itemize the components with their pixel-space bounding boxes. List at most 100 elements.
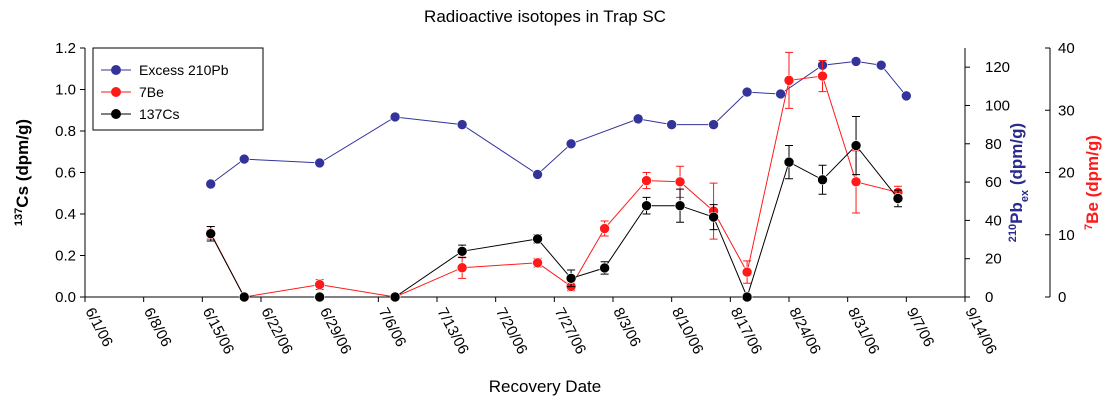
legend-marker xyxy=(111,87,121,97)
data-point xyxy=(456,119,468,130)
y2-axis-label-part: (dpm/g) xyxy=(1007,123,1026,190)
y-tick-label: 0.4 xyxy=(55,206,76,223)
x-tick-label: 7/6/06 xyxy=(375,305,410,350)
data-point xyxy=(783,156,795,168)
data-point xyxy=(666,119,677,130)
series-line xyxy=(210,75,899,298)
series-line xyxy=(210,144,899,299)
y2-axis-label-part: Pb xyxy=(1007,202,1026,224)
data-point xyxy=(875,59,887,71)
y3-tick-label: 30 xyxy=(1058,102,1075,119)
y2-axis-label-part: ex xyxy=(1019,189,1031,202)
legend-label: 7Be xyxy=(139,84,164,100)
x-tick-label: 8/10/06 xyxy=(668,305,707,357)
y3-tick-label: 40 xyxy=(1058,40,1075,57)
data-point xyxy=(817,70,828,82)
data-point xyxy=(532,169,543,180)
data-point xyxy=(741,86,753,98)
x-tick-label: 7/13/06 xyxy=(433,305,472,357)
x-tick-label: 6/1/06 xyxy=(81,305,116,350)
data-point xyxy=(641,200,652,211)
data-point xyxy=(892,193,904,204)
x-tick-label: 8/24/06 xyxy=(785,305,824,357)
legend-marker xyxy=(111,109,121,119)
data-point xyxy=(641,175,652,186)
x-tick-label: 8/31/06 xyxy=(844,305,883,357)
y3-tick-label: 20 xyxy=(1058,165,1075,182)
y3-axis-label-part: 7 xyxy=(1083,224,1095,230)
legend-label: Excess 210Pb xyxy=(139,62,229,78)
data-point xyxy=(389,111,401,123)
data-point xyxy=(314,157,325,169)
data-point xyxy=(632,113,644,125)
x-tick-label: 7/27/06 xyxy=(551,305,590,357)
x-tick-label: 6/15/06 xyxy=(199,305,238,357)
data-point xyxy=(456,246,468,257)
data-point xyxy=(708,211,719,223)
data-point xyxy=(741,291,753,303)
x-tick-label: 9/7/06 xyxy=(903,305,938,350)
x-axis-label: Recovery Date xyxy=(489,377,601,396)
data-point xyxy=(238,153,250,165)
y-axis-label-part: 137 xyxy=(13,208,25,226)
y2-tick-label: 100 xyxy=(985,97,1010,114)
x-tick-label: 8/17/06 xyxy=(727,305,766,357)
y-tick-label: 1.0 xyxy=(55,82,76,99)
data-point xyxy=(850,176,862,188)
data-point xyxy=(741,266,753,278)
data-point xyxy=(389,291,401,303)
y-tick-label: 0.8 xyxy=(55,123,76,140)
x-tick-label: 7/20/06 xyxy=(492,305,531,357)
legend-label: 137Cs xyxy=(139,106,179,122)
data-point xyxy=(314,291,325,303)
data-point xyxy=(850,56,862,67)
data-point xyxy=(783,75,795,86)
y3-axis-label-part: Be (dpm/g) xyxy=(1083,135,1102,224)
y2-axis-label-part: 210 xyxy=(1007,224,1019,242)
x-tick-label: 8/3/06 xyxy=(609,305,644,350)
legend-box xyxy=(92,47,264,131)
data-point xyxy=(599,223,610,234)
y2-tick-label: 120 xyxy=(985,59,1010,76)
x-tick-label: 6/22/06 xyxy=(257,305,296,357)
y2-tick-label: 0 xyxy=(985,289,993,306)
data-point xyxy=(850,140,862,151)
y-tick-label: 0.0 xyxy=(55,289,76,306)
data-point xyxy=(708,119,719,130)
y3-tick-label: 10 xyxy=(1058,227,1075,244)
data-point xyxy=(817,174,828,186)
data-point xyxy=(314,279,325,290)
y-tick-label: 0.2 xyxy=(55,248,76,265)
y-tick-label: 1.2 xyxy=(55,40,76,57)
x-tick-label: 9/14/06 xyxy=(961,305,1000,357)
data-point xyxy=(205,178,217,190)
data-point xyxy=(674,200,686,211)
data-point xyxy=(674,176,686,188)
data-point xyxy=(532,257,543,269)
data-point xyxy=(775,88,786,100)
y-axis-label-part: Cs (dpm/g) xyxy=(13,119,32,208)
y2-axis-label: 210Pbex (dpm/g) xyxy=(1007,123,1031,242)
data-point xyxy=(456,262,468,274)
y-tick-label: 0.6 xyxy=(55,165,76,182)
x-tick-label: 6/29/06 xyxy=(316,305,355,357)
y2-tick-label: 80 xyxy=(985,136,1002,153)
data-point xyxy=(238,291,250,303)
y3-axis-label: 7Be (dpm/g) xyxy=(1083,135,1102,230)
legend-marker xyxy=(111,65,121,75)
data-point xyxy=(599,262,610,274)
data-point xyxy=(565,273,577,284)
y2-tick-label: 20 xyxy=(985,251,1002,268)
data-point xyxy=(901,90,912,102)
data-point xyxy=(565,138,577,150)
y2-tick-label: 40 xyxy=(985,212,1002,229)
y-axis-label: 137Cs (dpm/g) xyxy=(13,119,32,226)
x-tick-label: 6/8/06 xyxy=(140,305,175,350)
data-point xyxy=(205,228,217,240)
y2-tick-label: 60 xyxy=(985,174,1002,191)
chart-title: Radioactive isotopes in Trap SC xyxy=(424,7,666,26)
y3-tick-label: 0 xyxy=(1058,289,1066,306)
data-point xyxy=(532,233,543,245)
series-line xyxy=(210,60,907,185)
